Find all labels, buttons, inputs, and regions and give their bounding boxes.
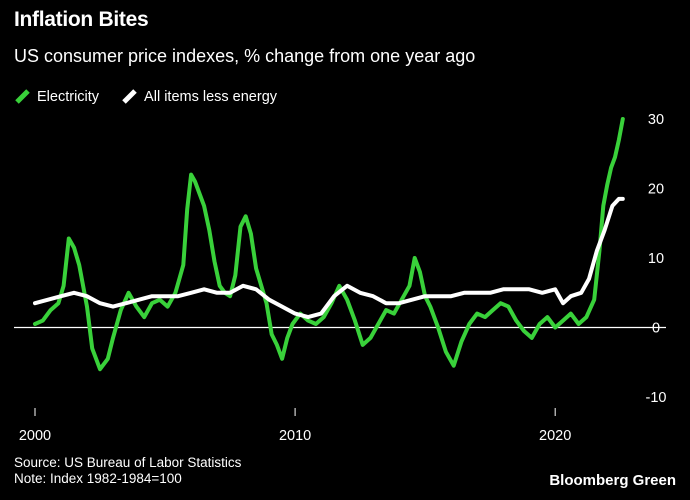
all-items-less-energy-swatch-icon <box>121 88 138 105</box>
legend-label-all-items-less-energy: All items less energy <box>144 88 278 105</box>
legend-item-all-items-less-energy: All items less energy <box>121 88 277 105</box>
source-note: Source: US Bureau of Labor Statistics No… <box>14 455 241 487</box>
series-line-electricity <box>33 117 625 372</box>
legend-item-electricity: Electricity <box>14 88 99 105</box>
y-tick-label: 10 <box>648 251 664 267</box>
x-tick-label: 2000 <box>19 428 51 444</box>
y-tick-label: 0 <box>652 321 660 337</box>
legend-label-electricity: Electricity <box>37 88 100 105</box>
y-tick-label: 30 <box>648 112 664 128</box>
electricity-swatch-icon <box>14 88 31 105</box>
y-tick-label: -10 <box>646 390 667 406</box>
chart-subtitle: US consumer price indexes, % change from… <box>14 46 476 66</box>
series-line-all-items-less-energy <box>33 196 625 320</box>
brand-logo: Bloomberg Green <box>549 472 676 489</box>
y-tick-label: 20 <box>648 182 664 198</box>
source-text: Source: US Bureau of Labor Statistics <box>14 455 242 470</box>
chart-title: Inflation Bites <box>14 8 149 31</box>
x-tick-label: 2020 <box>539 428 571 444</box>
x-tick-label: 2010 <box>279 428 311 444</box>
legend: Electricity All items less energy <box>14 88 299 105</box>
index-note: Note: Index 1982-1984=100 <box>14 471 182 486</box>
